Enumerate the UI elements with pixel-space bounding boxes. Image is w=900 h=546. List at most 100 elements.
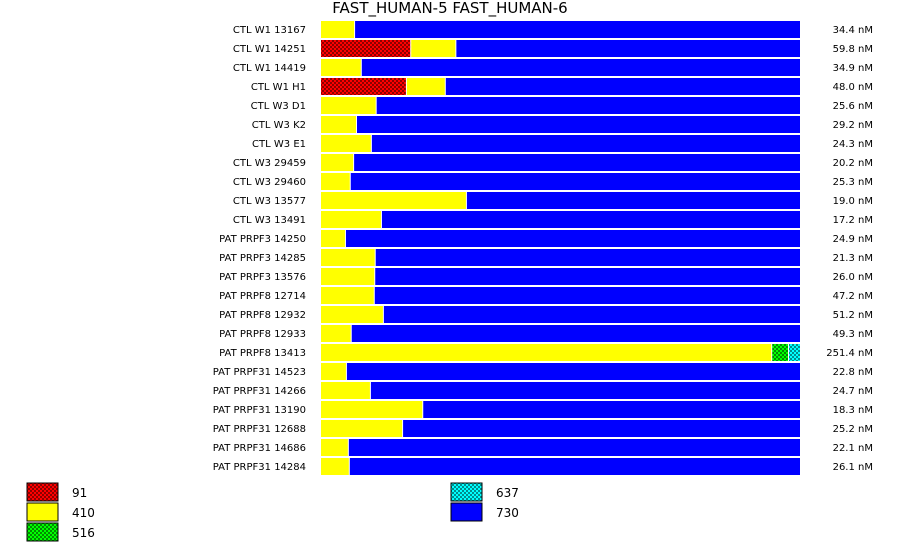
row-total-label: 59.8 nM bbox=[833, 44, 873, 55]
bar-segment-730 bbox=[423, 401, 800, 418]
row-label: CTL W3 29460 bbox=[233, 177, 306, 188]
bar-segment-730 bbox=[466, 192, 800, 209]
bar-segment-410 bbox=[321, 325, 351, 342]
bar-row: PAT PRPF31 14523 22.8 nM bbox=[213, 363, 873, 380]
bar-segment-637 bbox=[789, 344, 800, 361]
bar-segment-730 bbox=[370, 382, 800, 399]
bar-segment-410 bbox=[411, 40, 456, 57]
bar-row: CTL W3 29460 25.3 nM bbox=[233, 173, 873, 190]
bar-row: CTL W3 K2 29.2 nM bbox=[252, 116, 873, 133]
row-total-label: 34.9 nM bbox=[833, 63, 873, 74]
legend-item: 730 bbox=[450, 502, 519, 522]
bar-segment-410 bbox=[321, 439, 348, 456]
bar-segment-730 bbox=[354, 154, 800, 171]
row-label: PAT PRPF8 12933 bbox=[219, 329, 306, 340]
row-label: PAT PRPF31 14266 bbox=[213, 386, 306, 397]
bar-segment-410 bbox=[321, 21, 355, 38]
bar-segment-730 bbox=[351, 325, 800, 342]
bar-segment-410 bbox=[321, 135, 371, 152]
bar-segment-410 bbox=[406, 78, 445, 95]
bar-row: CTL W3 29459 20.2 nM bbox=[233, 154, 873, 171]
row-label: CTL W3 D1 bbox=[251, 101, 306, 112]
row-total-label: 29.2 nM bbox=[833, 120, 873, 131]
legend-item: 91 bbox=[26, 482, 87, 502]
legend-item: 516 bbox=[26, 522, 95, 542]
bar-segment-730 bbox=[375, 268, 800, 285]
legend-item: 637 bbox=[450, 482, 519, 502]
row-total-label: 49.3 nM bbox=[833, 329, 873, 340]
bar-row: PAT PRPF31 14284 26.1 nM bbox=[213, 458, 873, 475]
bar-segment-410 bbox=[321, 116, 356, 133]
bar-row: CTL W1 H1 48.0 nM bbox=[251, 78, 873, 95]
bar-segment-91 bbox=[321, 78, 406, 95]
row-label: PAT PRPF31 12688 bbox=[213, 424, 306, 435]
bar-row: PAT PRPF8 12932 51.2 nM bbox=[219, 306, 873, 323]
legend-label: 410 bbox=[72, 506, 95, 520]
row-total-label: 17.2 nM bbox=[833, 215, 873, 226]
row-total-label: 48.0 nM bbox=[833, 82, 873, 93]
bar-row: CTL W3 13491 17.2 nM bbox=[233, 211, 873, 228]
row-total-label: 24.7 nM bbox=[833, 386, 873, 397]
legend: 91 410 516 637 730 bbox=[26, 482, 519, 542]
bar-segment-410 bbox=[321, 401, 423, 418]
row-label: PAT PRPF8 13413 bbox=[219, 348, 306, 359]
row-label: PAT PRPF31 14284 bbox=[213, 462, 306, 473]
row-label: CTL W1 H1 bbox=[251, 82, 306, 93]
bar-row: CTL W3 13577 19.0 nM bbox=[233, 192, 873, 209]
row-total-label: 22.1 nM bbox=[833, 443, 873, 454]
row-label: PAT PRPF31 13190 bbox=[213, 405, 306, 416]
row-label: PAT PRPF8 12932 bbox=[219, 310, 306, 321]
row-total-label: 26.1 nM bbox=[833, 462, 873, 473]
legend-label: 637 bbox=[496, 486, 519, 500]
bar-segment-410 bbox=[321, 363, 346, 380]
row-total-label: 24.9 nM bbox=[833, 234, 873, 245]
bar-segment-730 bbox=[381, 211, 800, 228]
legend-swatch-730 bbox=[450, 502, 483, 522]
bar-segment-730 bbox=[348, 439, 800, 456]
bar-segment-410 bbox=[321, 97, 376, 114]
bar-segment-730 bbox=[350, 173, 800, 190]
row-label: PAT PRPF3 14285 bbox=[219, 253, 306, 264]
bar-segment-730 bbox=[383, 306, 800, 323]
row-label: CTL W3 13491 bbox=[233, 215, 306, 226]
row-label: CTL W3 K2 bbox=[252, 120, 306, 131]
bar-segment-730 bbox=[349, 458, 800, 475]
row-total-label: 22.8 nM bbox=[833, 367, 873, 378]
bar-segment-410 bbox=[321, 287, 374, 304]
row-total-label: 251.4 nM bbox=[826, 348, 873, 359]
bar-segment-410 bbox=[321, 154, 354, 171]
bar-segment-730 bbox=[355, 21, 800, 38]
row-total-label: 25.6 nM bbox=[833, 101, 873, 112]
row-total-label: 21.3 nM bbox=[833, 253, 873, 264]
bar-segment-730 bbox=[361, 59, 800, 76]
bar-segment-730 bbox=[357, 116, 800, 133]
row-total-label: 24.3 nM bbox=[833, 139, 873, 150]
bar-segment-730 bbox=[456, 40, 800, 57]
row-label: PAT PRPF3 14250 bbox=[219, 234, 306, 245]
row-label: PAT PRPF31 14523 bbox=[213, 367, 306, 378]
bar-segment-730 bbox=[374, 287, 800, 304]
chart-title: FAST_HUMAN-5 FAST_HUMAN-6 bbox=[332, 0, 567, 18]
bar-row: PAT PRPF3 13576 26.0 nM bbox=[219, 268, 873, 285]
row-total-label: 20.2 nM bbox=[833, 158, 873, 169]
bar-segment-410 bbox=[321, 211, 381, 228]
legend-swatch-91 bbox=[26, 482, 59, 502]
row-total-label: 47.2 nM bbox=[833, 291, 873, 302]
bar-segment-410 bbox=[321, 344, 772, 361]
bar-row: CTL W1 14251 59.8 nM bbox=[233, 40, 873, 57]
bar-segment-730 bbox=[445, 78, 800, 95]
legend-item: 410 bbox=[26, 502, 95, 522]
bar-segment-410 bbox=[321, 192, 466, 209]
row-label: PAT PRPF8 12714 bbox=[219, 291, 306, 302]
row-total-label: 19.0 nM bbox=[833, 196, 873, 207]
legend-swatch-637 bbox=[450, 482, 483, 502]
bar-segment-516 bbox=[772, 344, 788, 361]
bar-row: PAT PRPF8 12933 49.3 nM bbox=[219, 325, 873, 342]
bar-segment-410 bbox=[321, 268, 375, 285]
row-label: CTL W1 14419 bbox=[233, 63, 306, 74]
row-total-label: 51.2 nM bbox=[833, 310, 873, 321]
bar-row: PAT PRPF3 14250 24.9 nM bbox=[219, 230, 873, 247]
legend-swatch-410 bbox=[26, 502, 59, 522]
